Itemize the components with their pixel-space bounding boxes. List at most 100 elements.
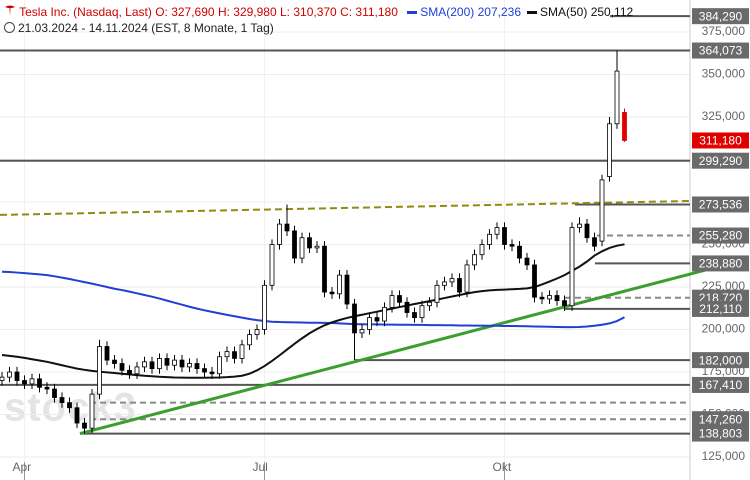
candle-body xyxy=(622,112,627,141)
sma-line xyxy=(1,243,625,379)
candle-body xyxy=(419,305,425,319)
level-label: 255,280 xyxy=(699,229,743,243)
candle-body xyxy=(554,295,560,302)
candle-body xyxy=(194,363,200,370)
y-tick-label: 350,000 xyxy=(702,67,746,81)
level-label-box xyxy=(692,227,749,244)
logo xyxy=(5,5,15,16)
candle-body xyxy=(104,346,110,361)
candle-body xyxy=(367,317,372,330)
candle-body xyxy=(14,371,20,381)
candle-body xyxy=(412,312,417,319)
candle-body xyxy=(269,244,275,286)
candle-body xyxy=(97,346,102,395)
sma-line xyxy=(1,270,625,329)
candle-body xyxy=(29,378,35,385)
candle-body xyxy=(577,223,582,228)
candle-body xyxy=(472,254,477,266)
candle-body xyxy=(509,244,515,247)
candle-body xyxy=(157,358,162,370)
level-label-box xyxy=(692,152,749,169)
candle-body xyxy=(254,329,260,336)
level-label-box xyxy=(692,132,749,149)
candle-body xyxy=(7,371,12,378)
level-label-box xyxy=(692,352,749,369)
level-label: 147,260 xyxy=(699,412,743,426)
candle-body xyxy=(584,223,590,239)
candle-body xyxy=(337,274,342,295)
candle-body xyxy=(442,281,447,286)
candle-body xyxy=(284,223,290,232)
close: C: 311,180 xyxy=(340,5,398,19)
candle-body xyxy=(562,300,567,307)
candle-body xyxy=(277,223,282,245)
level-label-box xyxy=(692,425,749,442)
candle-body xyxy=(112,359,117,364)
candle-body xyxy=(599,179,605,242)
header-line: Tesla Inc. (Nasdaq, Last) O: 327,690 H: … xyxy=(4,4,633,20)
candle-body xyxy=(179,359,185,368)
candle-body xyxy=(119,363,125,371)
level-label: 138,803 xyxy=(699,427,743,441)
candle-body xyxy=(74,407,80,424)
candle-body xyxy=(322,245,327,293)
candle-body xyxy=(82,422,87,429)
y-tick-label: 225,000 xyxy=(702,279,746,293)
legend-value: 207,236 xyxy=(477,5,521,19)
candle-body xyxy=(44,386,50,390)
trendline xyxy=(79,268,706,436)
candle-body xyxy=(89,393,95,429)
candle-body xyxy=(164,358,170,366)
candle-body xyxy=(487,233,492,245)
info: (EST, 8 Monate, 1 Tag) xyxy=(151,21,274,35)
candle-body xyxy=(127,369,132,375)
level-label: 364,073 xyxy=(699,44,743,58)
candle-body xyxy=(614,70,620,125)
candle-body xyxy=(0,376,5,381)
candle-body xyxy=(217,356,222,375)
candle-body xyxy=(262,284,267,330)
candle-body xyxy=(479,244,485,256)
candle-body xyxy=(592,237,597,247)
candle-body xyxy=(524,257,530,266)
candle-body xyxy=(307,237,312,249)
candle-body xyxy=(434,284,440,303)
candle-body xyxy=(352,303,357,334)
legend-swatch xyxy=(407,11,418,15)
level-label-box xyxy=(692,255,749,272)
candle-body xyxy=(569,227,575,307)
candle-body xyxy=(344,274,350,305)
level-label: 384,290 xyxy=(699,9,743,23)
candle-body xyxy=(314,245,320,249)
date-range: 21.03.2024 - 14.11.2024 xyxy=(18,21,148,35)
level-label-box xyxy=(692,411,749,428)
candle-body xyxy=(547,295,552,300)
candle-body xyxy=(449,278,455,283)
candle-body xyxy=(389,295,395,308)
candle-body xyxy=(37,378,42,388)
candle-body xyxy=(22,380,27,385)
candle-body xyxy=(494,227,500,235)
candle-body xyxy=(149,361,155,370)
candle-body xyxy=(134,366,140,375)
level-label-box xyxy=(692,42,749,59)
legend-name: SMA(200) xyxy=(420,5,475,19)
legend-value: 250,112 xyxy=(590,5,634,19)
level-label: 238,880 xyxy=(699,257,743,271)
trendline xyxy=(0,199,691,216)
level-label: 167,410 xyxy=(699,378,743,392)
y-tick-label: 125,000 xyxy=(702,449,746,463)
candle-body xyxy=(187,363,192,368)
candle-body xyxy=(329,291,335,295)
candle-body xyxy=(404,301,410,313)
open: O: 327,690 xyxy=(155,5,215,19)
candle-body xyxy=(382,307,387,322)
legend-name: SMA(50) xyxy=(540,5,588,19)
x-tick-label: Okt xyxy=(493,460,512,474)
header: Tesla Inc. (Nasdaq, Last) O: 327,690 H: … xyxy=(4,4,633,36)
y-tick-label: 375,000 xyxy=(702,24,746,38)
candle-body xyxy=(172,359,177,366)
level-label: 182,000 xyxy=(699,353,743,367)
